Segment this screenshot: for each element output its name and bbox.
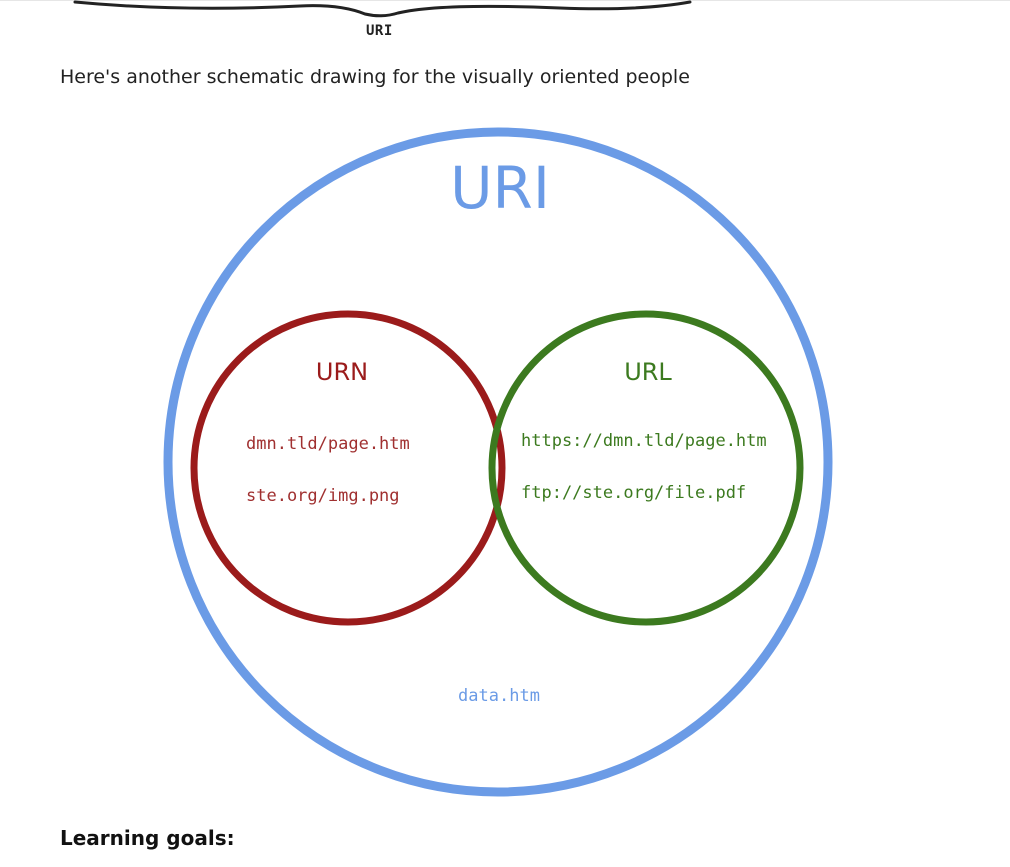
uri-urn-url-venn-diagram: URI URN URL dmn.tld/page.htm ste.org/img… (163, 127, 833, 797)
uri-example-1: data.htm (458, 686, 540, 706)
top-divider (0, 0, 1010, 1)
urn-label: URN (316, 358, 368, 386)
intro-paragraph: Here's another schematic drawing for the… (60, 66, 690, 88)
sketch-brace-fragment (73, 0, 692, 18)
urn-example-2: ste.org/img.png (246, 486, 400, 506)
uri-label: URI (450, 154, 550, 222)
url-example-2: ftp://ste.org/file.pdf (521, 483, 746, 503)
uri-circle (163, 127, 833, 797)
urn-circle (190, 310, 506, 626)
urn-example-1: dmn.tld/page.htm (246, 434, 410, 454)
sketch-caption: URI (366, 23, 393, 39)
url-circle (488, 310, 804, 626)
url-example-1: https://dmn.tld/page.htm (521, 431, 767, 451)
url-label: URL (624, 358, 672, 386)
learning-goals-heading: Learning goals: (60, 826, 235, 850)
